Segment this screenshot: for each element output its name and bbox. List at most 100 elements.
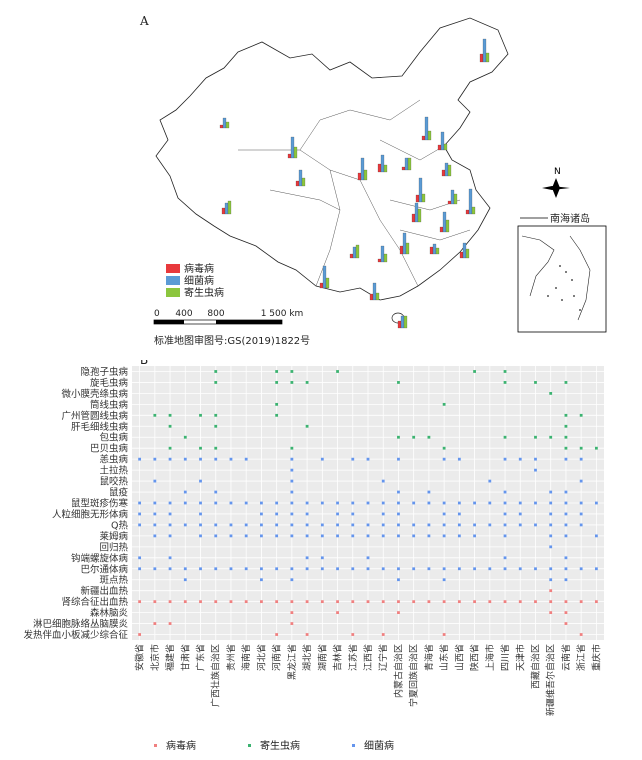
data-point	[275, 633, 279, 636]
data-point	[366, 567, 370, 571]
data-point	[351, 512, 355, 516]
x-tick-label: 江西省	[362, 644, 374, 671]
province-bar	[465, 209, 470, 215]
province-bar	[322, 265, 327, 289]
province-bar	[440, 131, 445, 151]
data-point	[503, 435, 507, 439]
data-point	[290, 370, 294, 373]
data-point	[199, 534, 202, 538]
map-legend-label: 寄生虫病	[184, 286, 224, 299]
data-point	[518, 600, 522, 604]
data-point	[275, 567, 279, 571]
data-point	[244, 523, 248, 527]
data-point	[214, 534, 218, 538]
x-tick-label: 广西壮族自治区	[210, 644, 222, 707]
y-tick-label: 鼠疫	[109, 487, 129, 499]
inset-island	[559, 265, 561, 267]
province-bar	[293, 146, 298, 159]
data-point	[244, 501, 248, 505]
x-tick-label: 海南省	[240, 644, 252, 671]
data-point	[594, 600, 598, 604]
data-point	[229, 523, 233, 527]
province-bar	[459, 251, 464, 259]
data-point	[534, 435, 537, 439]
x-tick-label: 重庆市	[590, 644, 602, 671]
data-point	[320, 600, 324, 604]
data-point	[244, 600, 248, 604]
data-point	[275, 413, 279, 417]
data-point	[397, 512, 400, 516]
data-point	[534, 381, 537, 384]
data-point	[138, 556, 142, 560]
data-point	[305, 556, 309, 560]
y-tick-label: 回归热	[99, 541, 128, 553]
data-point	[473, 501, 476, 505]
inset-island	[579, 309, 581, 311]
data-point	[549, 534, 553, 538]
data-point	[305, 381, 309, 384]
data-point	[336, 501, 339, 505]
province-boundary	[238, 149, 361, 181]
data-point	[260, 534, 263, 538]
data-point	[290, 534, 294, 538]
y-tick-label: 钩端螺旋体病	[71, 552, 129, 564]
y-tick-label: 巴贝虫病	[90, 443, 129, 455]
x-tick-label: 北京市	[149, 644, 161, 671]
data-point	[351, 633, 355, 636]
data-point	[564, 523, 568, 527]
province-bar	[447, 200, 452, 205]
data-point	[199, 413, 202, 417]
province-bar-glyph	[429, 243, 440, 255]
data-point	[290, 457, 294, 461]
scale-tick-label: 1 500 km	[261, 309, 304, 319]
inset-frame	[517, 225, 607, 333]
province-bar	[402, 232, 407, 255]
province-bar	[403, 315, 408, 329]
inset-island	[555, 287, 557, 289]
y-tick-label: 恙虫病	[99, 454, 128, 466]
province-bar	[407, 157, 412, 171]
data-point	[488, 600, 492, 604]
province-bar	[435, 247, 440, 255]
province-bar	[352, 246, 357, 259]
data-point	[305, 567, 309, 571]
province-bar	[399, 245, 404, 255]
y-tick-label: 巴尔通体病	[80, 563, 128, 575]
data-point	[320, 501, 324, 505]
data-point	[518, 512, 522, 516]
data-point	[336, 523, 339, 527]
data-point	[518, 457, 522, 461]
province-bar	[383, 164, 388, 173]
y-tick-label: 鼠型斑疹伤寒	[71, 498, 129, 510]
data-point	[534, 567, 537, 571]
data-point	[138, 567, 142, 571]
data-point	[260, 600, 263, 604]
data-point	[457, 534, 461, 538]
data-point	[518, 501, 522, 505]
province-bar	[363, 169, 368, 181]
data-point	[594, 567, 598, 571]
province-bar	[349, 253, 354, 259]
data-point	[457, 523, 461, 527]
data-point	[183, 523, 187, 527]
data-point	[199, 523, 202, 527]
province-bar	[375, 292, 380, 301]
x-tick-label: 陕西省	[469, 644, 481, 671]
data-point	[275, 600, 279, 604]
data-point	[214, 567, 218, 571]
data-point	[290, 381, 294, 384]
data-point	[549, 600, 553, 604]
x-tick-label: 云南省	[560, 644, 572, 671]
data-point	[290, 512, 294, 516]
data-point	[305, 501, 309, 505]
data-point	[244, 567, 248, 571]
data-point	[412, 501, 416, 505]
legend-label: 寄生虫病	[260, 739, 300, 752]
legend-label: 病毒病	[166, 739, 196, 752]
x-tick-label: 江苏省	[347, 644, 359, 671]
data-point	[579, 501, 583, 505]
data-point	[442, 534, 446, 538]
province-bar	[447, 164, 452, 177]
data-point	[320, 534, 324, 538]
